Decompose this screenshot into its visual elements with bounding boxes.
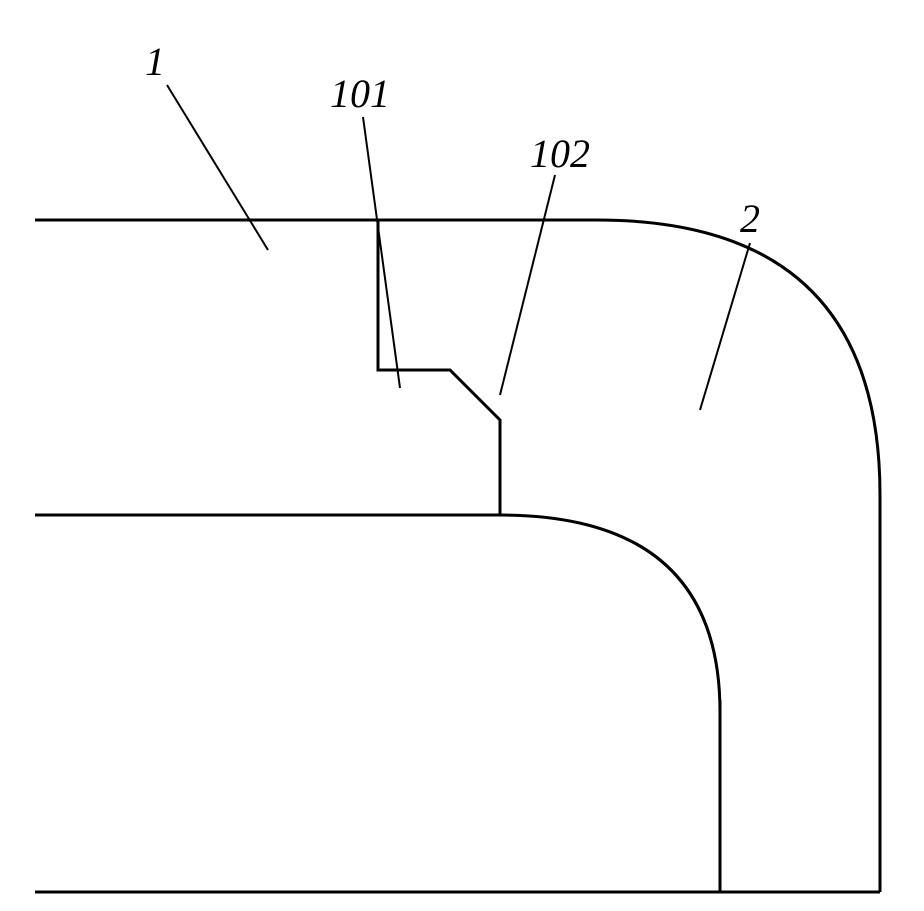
drawing-paths [35, 220, 880, 892]
leader-2 [700, 243, 750, 410]
label-102: 102 [530, 130, 590, 177]
leader-102 [500, 175, 555, 395]
leader-lines [167, 85, 750, 410]
leader-1 [167, 85, 268, 250]
leader-101 [363, 117, 400, 388]
label-101: 101 [330, 70, 390, 117]
label-1: 1 [145, 38, 165, 85]
label-2: 2 [740, 195, 760, 242]
inner-arc-path [470, 515, 720, 712]
technical-drawing [0, 0, 924, 911]
top-outer-path [35, 220, 880, 892]
